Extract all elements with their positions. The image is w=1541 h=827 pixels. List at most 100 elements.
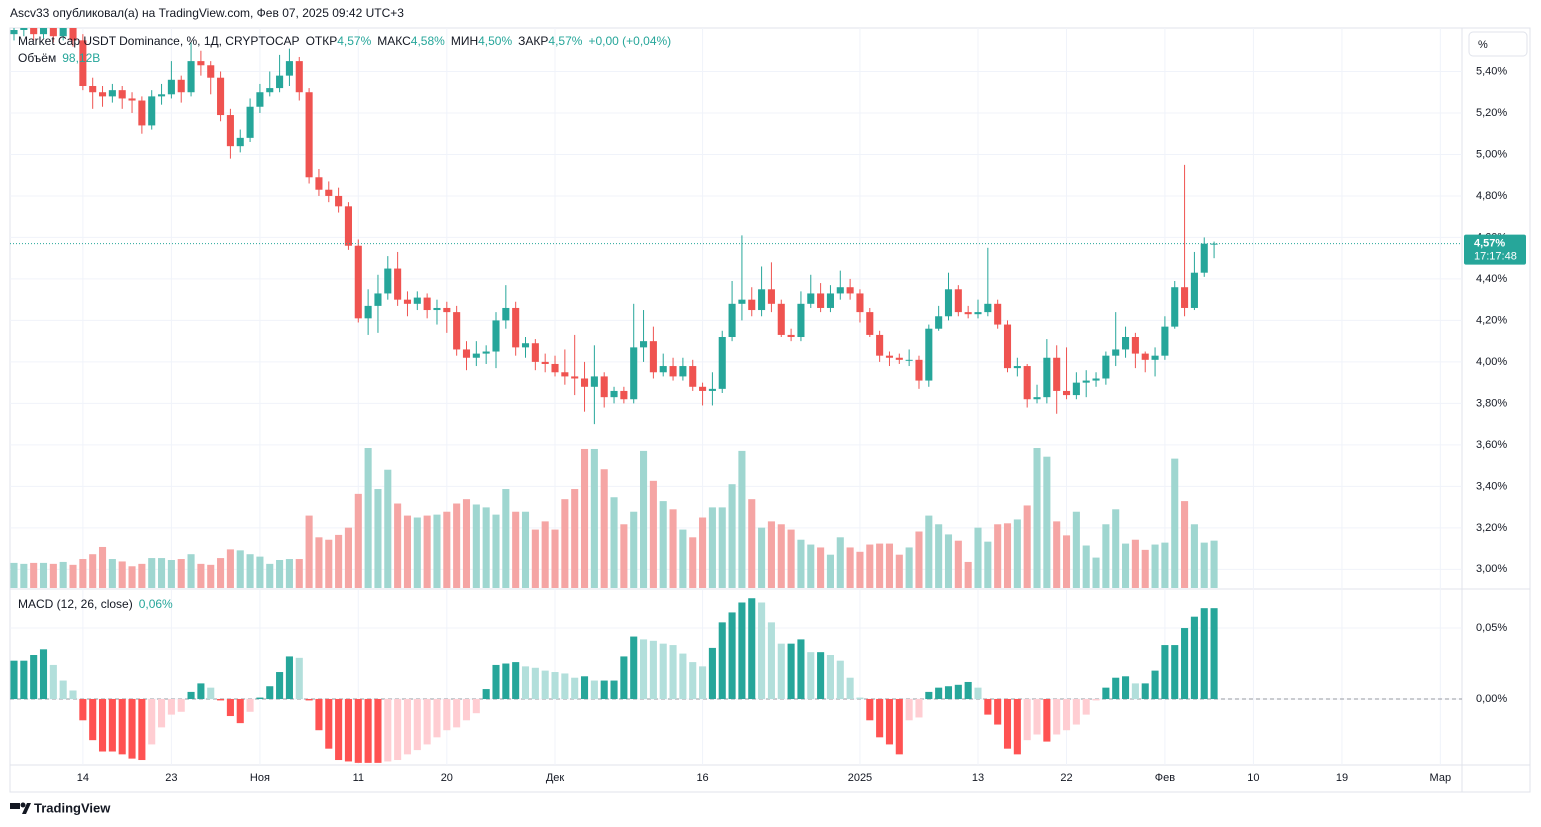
volume-layer: [10, 448, 1218, 588]
volume-bar: [158, 558, 166, 588]
volume-bar: [364, 448, 372, 588]
volume-bar: [974, 527, 982, 588]
candle-body: [1151, 355, 1159, 360]
macd-bar: [964, 681, 972, 700]
volume-bar: [128, 566, 136, 588]
chart-frame: [9, 27, 1531, 793]
macd-bar: [1013, 699, 1021, 755]
macd-bar: [1053, 699, 1061, 735]
scale-button-label[interactable]: %: [1478, 39, 1488, 51]
volume-bar: [984, 541, 992, 588]
candle-body: [531, 343, 539, 362]
logo-mark: [20, 802, 26, 808]
volume-bar: [1013, 519, 1021, 588]
logo-mark: [22, 803, 31, 814]
candle-body: [767, 289, 775, 304]
y-tick-label: 3,60%: [1476, 439, 1507, 451]
ohlc-value: 4,57%: [337, 34, 372, 48]
macd-bar: [1122, 676, 1130, 700]
x-tick-label: 20: [441, 772, 453, 784]
volume-bar: [1062, 535, 1071, 588]
scale-button[interactable]: [1468, 31, 1528, 57]
candle-body: [413, 297, 421, 304]
ohlc-item: ОТКР4,57%: [306, 34, 372, 48]
macd-layer: [10, 598, 1462, 763]
macd-bar: [1190, 616, 1198, 700]
candle-body: [876, 334, 884, 356]
candle-body: [20, 28, 28, 30]
macd-bar: [30, 655, 38, 700]
axes: 5,40%5,20%5,00%4,80%4,60%4,40%4,20%4,00%…: [77, 65, 1526, 784]
macd-bar: [1033, 699, 1041, 735]
macd-bar: [944, 686, 953, 700]
macd-bar: [256, 697, 264, 700]
volume-bar: [521, 511, 530, 588]
macd-bar: [108, 699, 116, 752]
macd-bar: [197, 683, 205, 700]
volume-bar: [1151, 544, 1159, 588]
macd-bar: [148, 699, 156, 745]
macd-bar: [669, 645, 677, 700]
volume-bar: [659, 501, 667, 588]
volume-bar: [767, 521, 775, 588]
y-tick-label: 5,00%: [1476, 148, 1507, 160]
macd-bar: [679, 653, 687, 700]
volume-bar: [39, 562, 48, 588]
candle-body: [236, 137, 244, 147]
macd-bar: [226, 699, 234, 717]
macd-bar: [305, 699, 313, 701]
volume-bar: [777, 524, 785, 588]
candle-body: [1161, 326, 1169, 356]
macd-bar: [177, 699, 185, 712]
candle-body: [728, 303, 736, 338]
candle-body: [177, 79, 185, 93]
macd-bar: [462, 699, 471, 721]
macd-bar: [659, 643, 667, 700]
macd-bar: [1112, 677, 1120, 700]
candle-body: [315, 177, 323, 190]
volume-bar: [718, 507, 726, 588]
volume-bar: [315, 537, 323, 588]
volume-bar: [895, 554, 903, 588]
volume-bar: [1190, 524, 1198, 588]
volume-bar: [285, 559, 293, 588]
volume-bar: [679, 529, 687, 588]
candle-body: [482, 351, 490, 354]
macd-bar: [974, 687, 982, 700]
candle-body: [954, 289, 962, 313]
volume-bar: [276, 560, 284, 588]
volume-bar: [748, 499, 756, 588]
volume-bar: [30, 562, 38, 588]
volume-bar: [482, 507, 490, 588]
candle-body: [718, 337, 726, 389]
volume-bar: [335, 534, 343, 588]
candle-body: [374, 293, 382, 306]
candle-body: [521, 343, 530, 348]
macd-bar: [925, 691, 933, 700]
volume-bar: [197, 563, 205, 588]
volume-bar: [738, 450, 746, 588]
candle-layer: [10, 28, 1462, 425]
macd-bar: [433, 699, 441, 738]
ohlc-legend: ОТКР4,57% МАКС4,58% МИН4,50% ЗАКР4,57%: [306, 34, 583, 48]
volume-bar: [699, 517, 707, 588]
macd-bar: [20, 660, 28, 700]
volume-bar: [964, 561, 972, 588]
x-tick-label: 22: [1060, 772, 1072, 784]
volume-bar: [590, 448, 598, 588]
macd-bar: [374, 699, 382, 763]
macd-bar: [502, 663, 510, 700]
macd-bar: [69, 690, 77, 700]
volume-bar: [49, 563, 57, 588]
macd-bar: [512, 662, 520, 700]
x-tick-label: 11: [353, 772, 364, 784]
candle-body: [1141, 353, 1149, 360]
candle-body: [856, 293, 864, 313]
macd-bar: [689, 662, 697, 700]
volume-bar: [1082, 545, 1090, 588]
macd-bar: [1151, 670, 1159, 700]
macd-bar: [472, 699, 480, 714]
ohlc-label: ЗАКР: [518, 34, 549, 48]
volume-bar: [836, 537, 844, 588]
candle-body: [758, 289, 766, 311]
